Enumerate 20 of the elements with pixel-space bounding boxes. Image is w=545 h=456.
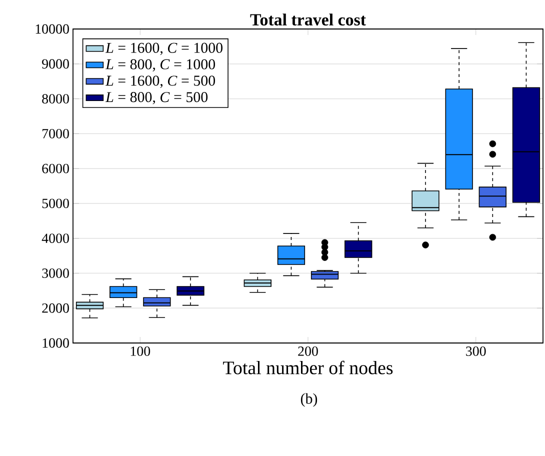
x-tick-label: 100 bbox=[130, 346, 150, 356]
y-tick-label: 3000 bbox=[42, 268, 69, 278]
x-axis-title: Total number of nodes bbox=[223, 360, 393, 374]
legend-label: L = 1600, C = 500 bbox=[105, 76, 216, 88]
y-tick-label: 9000 bbox=[42, 59, 69, 69]
y-tick-label: 6000 bbox=[42, 164, 69, 174]
y-tick-label: 7000 bbox=[42, 128, 69, 138]
y-tick-label: 10000 bbox=[36, 24, 69, 34]
x-tick-label: 300 bbox=[466, 346, 486, 356]
y-tick-label: 5000 bbox=[42, 198, 69, 208]
y-tick-label: 1000 bbox=[42, 338, 69, 348]
legend-label: L = 800, C = 500 bbox=[105, 92, 208, 104]
x-tick-label: 200 bbox=[298, 346, 318, 356]
chart-title: Total travel cost bbox=[250, 14, 366, 26]
legend-label: L = 800, C = 1000 bbox=[105, 59, 216, 72]
legend-label: L = 1600, C = 1000 bbox=[105, 42, 222, 56]
y-tick-label: 8000 bbox=[42, 94, 69, 104]
y-tick-label: 2000 bbox=[42, 303, 69, 313]
text: (b) bbox=[300, 393, 318, 407]
y-tick-label: 4000 bbox=[42, 234, 69, 244]
